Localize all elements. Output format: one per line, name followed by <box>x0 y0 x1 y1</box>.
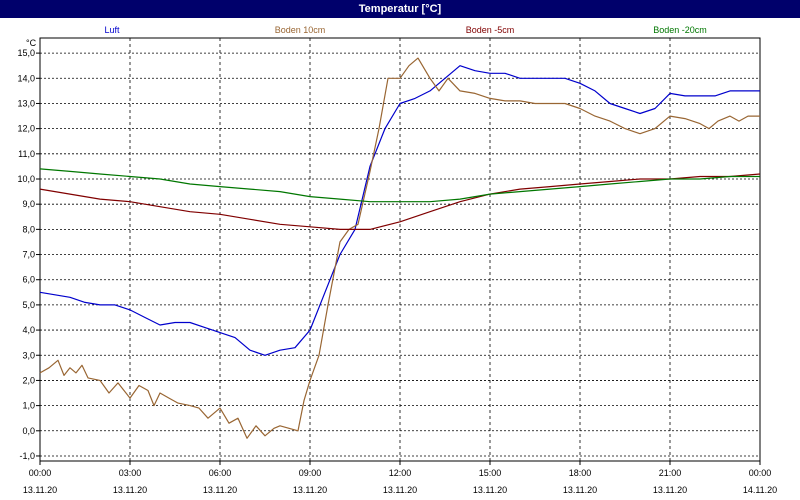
y-tick-label: 4,0 <box>22 325 35 335</box>
y-tick-label: 14,0 <box>17 73 35 83</box>
y-tick-label: 6,0 <box>22 275 35 285</box>
y-tick-label: 5,0 <box>22 300 35 310</box>
x-tick-label-date: 13.11.20 <box>293 485 327 495</box>
x-tick-label-date: 13.11.20 <box>563 485 597 495</box>
y-tick-label: 7,0 <box>22 250 35 260</box>
y-tick-label: 8,0 <box>22 224 35 234</box>
y-tick-label: -1,0 <box>19 451 35 461</box>
x-tick-label-time: 15:00 <box>479 468 502 478</box>
y-tick-label: 1,0 <box>22 401 35 411</box>
x-tick-label-time: 00:00 <box>29 468 52 478</box>
y-tick-label: 2,0 <box>22 375 35 385</box>
x-tick-label-time: 09:00 <box>299 468 322 478</box>
x-tick-label-date: 13.11.20 <box>473 485 507 495</box>
chart-title-bar: Temperatur [°C] <box>0 0 800 18</box>
legend-entry: Boden -20cm <box>653 25 707 35</box>
legend-entry: Luft <box>104 25 120 35</box>
x-tick-label-time: 06:00 <box>209 468 232 478</box>
series-line <box>39 65 760 356</box>
y-tick-label: 15,0 <box>17 48 35 58</box>
x-tick-label-time: 12:00 <box>389 468 412 478</box>
series-line <box>39 168 760 203</box>
y-tick-label: 11,0 <box>18 149 35 159</box>
temperature-chart: -1,0 0,0 1,0 2,0 3,0 4,0 5,0 6,0 7,0 8,0 9,0 10,0 11… <box>17 25 777 495</box>
y-tick-label: 12,0 <box>17 124 35 134</box>
y-axis-unit-label: °C <box>26 38 37 48</box>
chart-title: Temperatur [°C] <box>358 3 442 15</box>
x-tick-label-time: 00:00 <box>749 468 772 478</box>
x-tick-label-date: 13.11.20 <box>383 485 417 495</box>
x-tick-label-date: 13.11.20 <box>653 485 687 495</box>
legend-entry: Boden 10cm <box>275 25 326 35</box>
y-tick-label: 9,0 <box>22 199 35 209</box>
x-tick-label-date: 13.11.20 <box>23 485 57 495</box>
y-tick-label: 10,0 <box>17 174 35 184</box>
x-tick-label-time: 18:00 <box>569 468 592 478</box>
x-tick-label-date: 13.11.20 <box>203 485 237 495</box>
y-tick-label: 13,0 <box>17 98 35 108</box>
chart-area: -1,0 0,0 1,0 2,0 3,0 4,0 5,0 6,0 7,0 8,0 9,0 10,0 11… <box>0 18 800 500</box>
x-tick-label-date: 13.11.20 <box>113 485 147 495</box>
series-line <box>39 57 760 439</box>
series-line <box>39 173 761 230</box>
x-tick-label-date: 14.11.20 <box>743 485 777 495</box>
y-tick-label: 0,0 <box>22 426 35 436</box>
legend-entry: Boden -5cm <box>466 25 515 35</box>
y-tick-label: 3,0 <box>22 350 35 360</box>
x-tick-label-time: 21:00 <box>659 468 682 478</box>
x-tick-label-time: 03:00 <box>119 468 142 478</box>
